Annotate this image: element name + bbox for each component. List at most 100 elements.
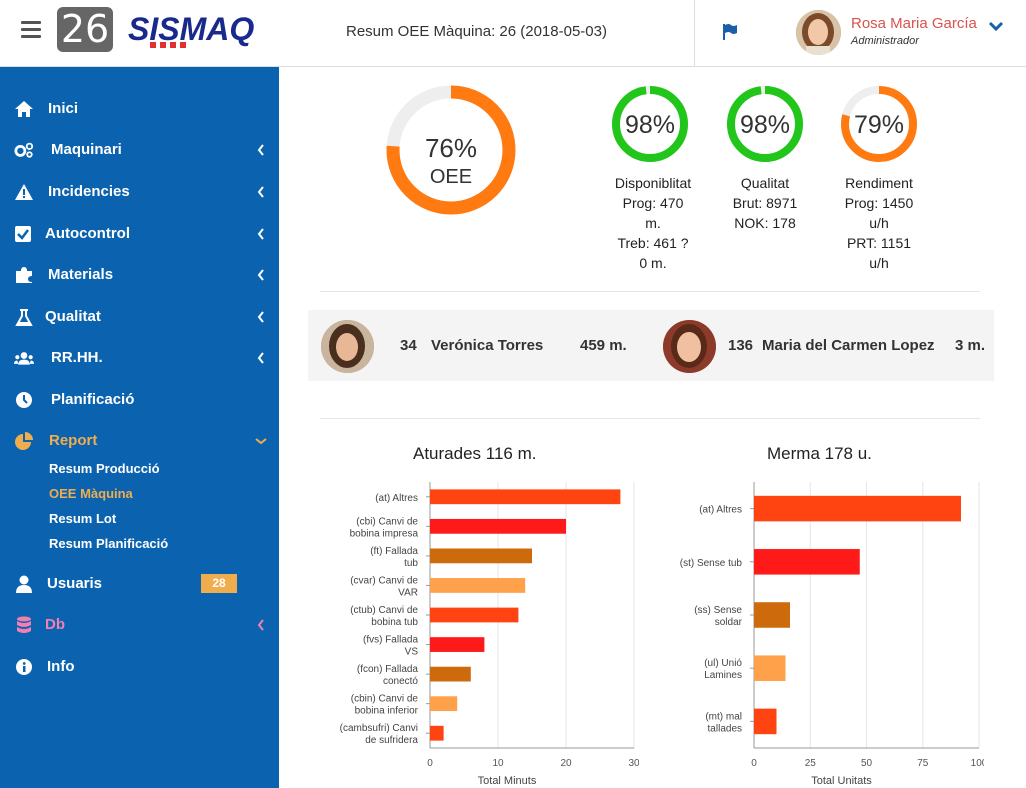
oee-gauge: 76% OEE: [386, 85, 516, 215]
disponibilitat-info: Disponiblitat Prog: 470 m. Treb: 461 ? 0…: [597, 173, 709, 273]
sidebar-item-maquinari[interactable]: Maquinari: [0, 132, 279, 168]
header-divider: [694, 0, 695, 67]
bar: [430, 607, 519, 623]
operators-strip: 34 Verónica Torres 459 m. 136 Maria del …: [308, 310, 994, 381]
main-content: 76% OEE 98% Disponiblitat Prog: 470 m. T…: [279, 67, 1026, 788]
sidebar-item-report[interactable]: Report: [0, 423, 279, 459]
category-label: (fcon) Fallada: [357, 664, 419, 675]
home-icon: [15, 101, 33, 117]
gauge-value: 98%: [625, 111, 675, 139]
disponibilitat-line: Prog: 470: [622, 195, 684, 211]
gears-icon: [14, 142, 34, 158]
category-label: Lamines: [704, 670, 742, 681]
x-axis-label: Total Unitats: [811, 775, 872, 787]
menu-toggle-icon[interactable]: [21, 21, 41, 41]
x-tick-label: 10: [492, 758, 504, 769]
sidebar-sub-oee-maquina[interactable]: OEE Màquina: [49, 486, 133, 501]
rendiment-line: u/h: [869, 215, 889, 231]
bar: [430, 725, 444, 741]
category-label: bobina impresa: [350, 528, 419, 539]
category-label: (cvar) Canvi de: [350, 575, 418, 586]
category-label: (st) Sense tub: [680, 558, 743, 569]
sidebar-item-usuaris[interactable]: Usuaris 28: [0, 566, 279, 602]
sidebar-item-label: Maquinari: [51, 141, 122, 158]
operator-name: Verónica Torres: [431, 337, 544, 354]
category-label: (ft) Fallada: [370, 546, 418, 557]
user-name[interactable]: Rosa Maria García: [851, 15, 977, 32]
machine-number-badge: 26: [57, 7, 113, 52]
x-tick-label: 25: [805, 758, 817, 769]
sidebar-item-rrhh[interactable]: RR.HH.: [0, 340, 279, 376]
chevron-down-icon[interactable]: [988, 20, 1004, 32]
category-label: (cbin) Canvi de: [351, 694, 419, 705]
chevron-left-icon: [257, 228, 264, 240]
aturades-chart-title: Aturades 116 m.: [413, 444, 537, 463]
sidebar-item-info[interactable]: Info: [0, 649, 279, 685]
bar: [754, 549, 860, 575]
info-icon: [16, 659, 32, 675]
x-axis-label: Total Minuts: [478, 775, 537, 787]
sidebar-item-label: Usuaris: [47, 575, 103, 592]
bar: [430, 548, 532, 564]
chevron-left-icon: [257, 269, 264, 281]
bar: [430, 489, 621, 505]
sidebar-sub-resum-lot[interactable]: Resum Lot: [49, 511, 117, 526]
sidebar-item-materials[interactable]: Materials: [0, 257, 279, 293]
chevron-left-icon: [257, 186, 264, 198]
x-tick-label: 30: [628, 758, 639, 769]
disponibilitat-title: Disponiblitat: [614, 175, 692, 191]
qualitat-title: Qualitat: [740, 175, 790, 191]
sidebar-item-autocontrol[interactable]: Autocontrol: [0, 216, 279, 252]
sismaq-logo: SISMAQ: [128, 11, 254, 48]
flag-icon[interactable]: [722, 23, 738, 41]
sidebar-item-label: Db: [45, 616, 65, 633]
bar: [754, 708, 777, 735]
category-label: (at) Altres: [699, 505, 742, 516]
sidebar-sub-resum-produccio[interactable]: Resum Producció: [49, 461, 160, 476]
logo-text: SISMAQ: [128, 11, 254, 47]
sidebar-item-incidencies[interactable]: Incidencies: [0, 174, 279, 210]
page-title: Resum OEE Màquina: 26 (2018-05-03): [346, 23, 607, 40]
disponibilitat-gauge: 98%: [612, 86, 688, 162]
warning-icon: [15, 184, 33, 200]
sidebar-item-label: Info: [47, 658, 75, 675]
merma-chart: 0 25 50 75 100 (at) Altres (st) Sense tub (ss) …: [680, 482, 984, 787]
sidebar-item-planificacio[interactable]: Planificació: [0, 382, 279, 418]
bar: [754, 495, 961, 522]
bar: [430, 696, 458, 712]
top-header: 26 SISMAQ Resum OEE Màquina: 26 (2018-05…: [0, 0, 1026, 67]
rendiment-gauge: 79%: [841, 86, 917, 162]
rendiment-line: Prog: 1450: [844, 195, 914, 211]
disponibilitat-line: Treb: 461 ?: [617, 235, 689, 251]
checkbox-icon: [15, 226, 31, 242]
chevron-left-icon: [257, 144, 264, 156]
clock-icon: [16, 392, 32, 408]
category-label: (ss) Sense: [694, 605, 742, 616]
gauge-value: 98%: [740, 111, 790, 139]
chevron-down-icon: [255, 438, 267, 445]
database-icon: [17, 616, 31, 633]
sidebar-item-db[interactable]: Db: [0, 607, 279, 643]
x-tick-label: 100: [971, 758, 984, 769]
sidebar-item-inici[interactable]: Inici: [0, 91, 279, 127]
user-avatar[interactable]: [796, 10, 841, 55]
gauge-arc: [386, 85, 516, 215]
category-label: (fvs) Fallada: [363, 635, 418, 646]
sidebar-item-label: Inici: [48, 100, 79, 117]
category-label: tallades: [708, 723, 742, 734]
chevron-left-icon: [257, 352, 264, 364]
bar: [754, 655, 786, 681]
user-icon: [16, 575, 32, 593]
operator-name: Maria del Carmen Lopez: [762, 337, 935, 354]
category-label: bobina inferior: [355, 706, 419, 717]
x-tick-label: 75: [917, 758, 929, 769]
category-label: conectó: [383, 676, 418, 687]
sidebar-sub-resum-planificacio[interactable]: Resum Planificació: [49, 536, 169, 551]
bar: [754, 602, 790, 628]
gauge-arc: [612, 86, 688, 162]
sidebar-item-qualitat[interactable]: Qualitat: [0, 299, 279, 335]
chevron-left-icon: [257, 619, 264, 631]
category-label: VAR: [398, 587, 418, 598]
category-label: de sufridera: [365, 735, 418, 746]
gauge-value: 79%: [854, 111, 904, 139]
